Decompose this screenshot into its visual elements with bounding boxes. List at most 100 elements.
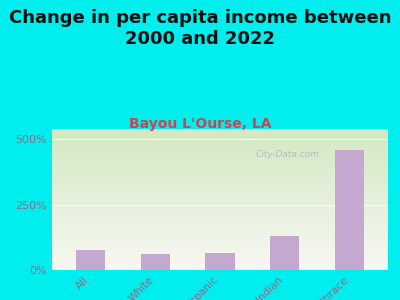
Bar (52, 245, 388, 246)
Bar (52, 255, 388, 256)
Bar (52, 261, 388, 262)
Text: Change in per capita income between
2000 and 2022: Change in per capita income between 2000… (9, 9, 391, 48)
Bar (52, 269, 388, 270)
Bar (52, 266, 388, 267)
Bar (52, 134, 388, 135)
Bar (52, 171, 388, 172)
Bar (52, 151, 388, 152)
Bar (52, 145, 388, 146)
Bar (52, 147, 388, 148)
Bar (52, 224, 388, 225)
Bar (52, 243, 388, 244)
Bar (52, 227, 388, 228)
Bar (52, 263, 388, 264)
Bar (52, 207, 388, 208)
Bar (52, 131, 388, 132)
Bar (52, 216, 388, 217)
Bar (52, 150, 388, 151)
Bar (52, 174, 388, 175)
Bar (52, 249, 388, 250)
Bar (52, 154, 388, 155)
Bar (52, 178, 388, 179)
Bar (52, 161, 388, 162)
Bar (52, 223, 388, 224)
Bar (52, 168, 388, 169)
Bar (52, 160, 388, 161)
Bar (52, 129, 388, 130)
Bar (52, 213, 388, 214)
Bar (52, 196, 388, 197)
Bar (52, 208, 388, 209)
Bar (52, 235, 388, 236)
Bar (52, 137, 388, 138)
Bar (52, 198, 388, 199)
Bar (52, 256, 388, 257)
Bar (52, 226, 388, 227)
Bar (52, 254, 388, 255)
Bar (52, 221, 388, 222)
Bar (52, 200, 388, 201)
Bar (52, 155, 388, 156)
Bar (52, 184, 388, 185)
Bar (52, 214, 388, 215)
Bar (52, 195, 388, 196)
Bar (52, 143, 388, 144)
Bar (52, 212, 388, 213)
Bar (52, 247, 388, 248)
Bar (52, 253, 388, 254)
Bar (52, 162, 388, 163)
Bar (52, 240, 388, 241)
Bar (52, 167, 388, 168)
Bar (52, 260, 388, 261)
Bar (270, 236, 299, 270)
Bar (52, 241, 388, 242)
Bar (52, 232, 388, 233)
Bar (52, 220, 388, 221)
Text: Bayou L'Ourse, LA: Bayou L'Ourse, LA (129, 117, 271, 131)
Bar (52, 170, 388, 171)
Bar (52, 233, 388, 234)
Bar (52, 152, 388, 153)
Bar (52, 193, 388, 194)
Bar (52, 236, 388, 237)
Bar (335, 150, 364, 270)
Bar (52, 268, 388, 269)
Bar (52, 215, 388, 216)
Bar (52, 199, 388, 200)
Bar (52, 186, 388, 187)
Bar (52, 157, 388, 158)
Bar (52, 264, 388, 265)
Bar (52, 159, 388, 160)
Bar (52, 210, 388, 211)
Bar (52, 190, 388, 191)
Bar (52, 257, 388, 258)
Bar (141, 254, 170, 270)
Bar (52, 144, 388, 145)
Bar (52, 262, 388, 263)
Bar (52, 239, 388, 240)
Bar (52, 136, 388, 137)
Bar (52, 146, 388, 147)
Bar (52, 202, 388, 203)
Bar (52, 252, 388, 253)
Bar (52, 177, 388, 178)
Bar (52, 258, 388, 259)
Bar (52, 222, 388, 223)
Bar (52, 197, 388, 198)
Bar (52, 163, 388, 164)
Bar (52, 191, 388, 192)
Bar (52, 182, 388, 183)
Bar (52, 181, 388, 182)
Bar (52, 237, 388, 238)
Bar (52, 230, 388, 231)
Bar (52, 225, 388, 226)
Bar (52, 201, 388, 202)
Bar (52, 187, 388, 188)
Bar (52, 204, 388, 205)
Bar (52, 185, 388, 186)
Bar (52, 166, 388, 167)
Bar (52, 250, 388, 251)
Bar (52, 265, 388, 266)
Bar (52, 209, 388, 210)
Bar (52, 164, 388, 165)
